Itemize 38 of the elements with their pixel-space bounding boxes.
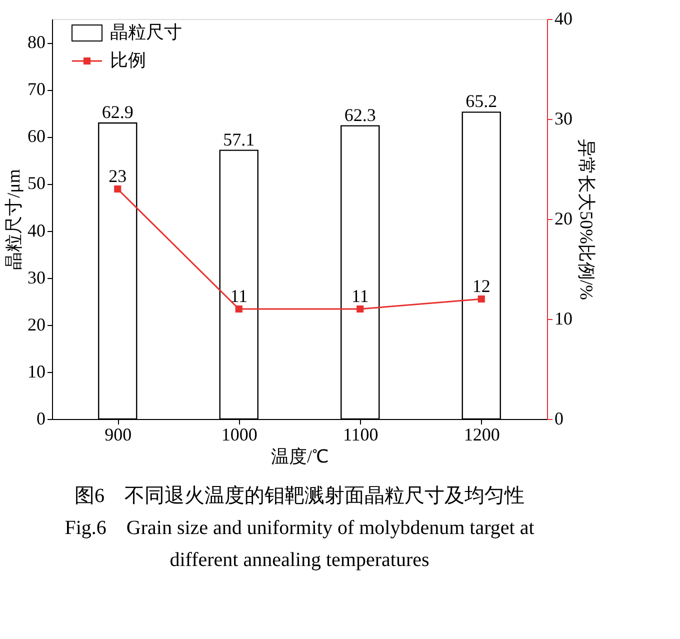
y-tick-label: 40 bbox=[28, 220, 46, 240]
x-tick-label: 1200 bbox=[464, 424, 500, 444]
y-axis-title: 晶粒尺寸/μm bbox=[4, 169, 24, 270]
x-tick-label: 1000 bbox=[221, 424, 258, 444]
data-label: 57.1 bbox=[223, 129, 255, 150]
data-label: 65.2 bbox=[466, 91, 498, 112]
y2-axis-title: 异常长大50%比例/% bbox=[576, 139, 596, 300]
data-label: 11 bbox=[351, 286, 369, 306]
data-label: 11 bbox=[230, 286, 248, 306]
y2-tick-label: 0 bbox=[554, 408, 564, 428]
y2-tick-label: 30 bbox=[554, 108, 572, 128]
point bbox=[356, 305, 364, 313]
caption: 图6 不同退火温度的钼靶溅射面晶粒尺寸及均匀性 bbox=[74, 485, 524, 507]
y2-tick-label: 10 bbox=[554, 308, 572, 328]
y-tick-label: 50 bbox=[28, 173, 46, 194]
x-axis-title: 温度/℃ bbox=[270, 446, 330, 466]
y2-tick-label: 40 bbox=[554, 8, 572, 28]
x-tick-label: 1100 bbox=[342, 424, 378, 444]
point bbox=[478, 295, 485, 303]
y-tick-label: 20 bbox=[28, 314, 46, 334]
caption: Fig.6 Grain size and uniformity of molybdenum target at bbox=[64, 517, 535, 539]
data-label: 62.3 bbox=[344, 104, 376, 125]
point bbox=[235, 305, 242, 313]
y-tick-label: 30 bbox=[28, 267, 46, 288]
legend-label: 比例 bbox=[110, 50, 146, 70]
y-tick-label: 80 bbox=[28, 32, 46, 52]
y-tick-label: 10 bbox=[28, 361, 46, 382]
y-tick-label: 60 bbox=[28, 126, 46, 146]
y-tick-label: 0 bbox=[36, 408, 46, 428]
data-label: 12 bbox=[472, 276, 490, 296]
point bbox=[114, 185, 122, 193]
y-tick-label: 70 bbox=[28, 79, 46, 100]
data-label: 62.9 bbox=[102, 102, 134, 122]
y2-tick-label: 20 bbox=[554, 208, 572, 228]
text: different annealing temperatures bbox=[170, 549, 430, 571]
data-label: 23 bbox=[108, 166, 127, 186]
legend-label: 晶粒尺寸 bbox=[110, 22, 182, 42]
x-tick-label: 900 bbox=[104, 424, 132, 444]
